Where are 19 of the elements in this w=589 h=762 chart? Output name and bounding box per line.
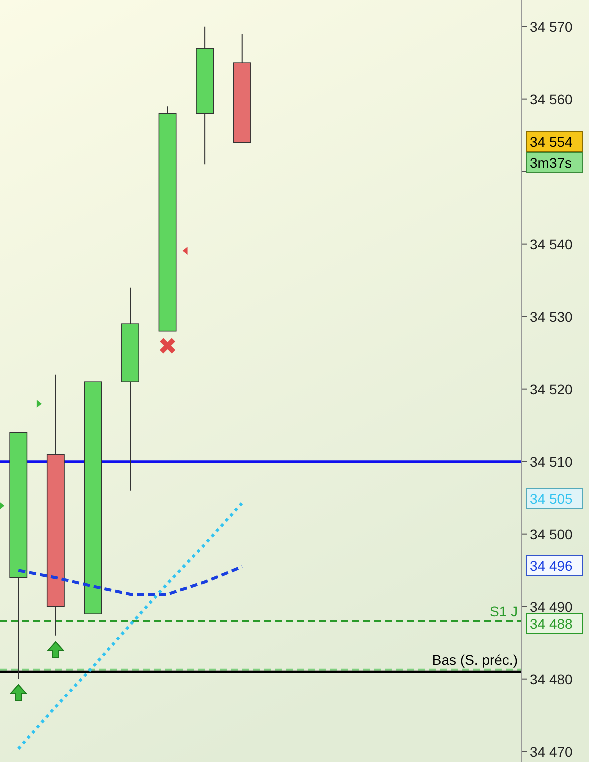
y-tick-label: 34 510 bbox=[530, 454, 574, 470]
ref-line-label: Bas (S. préc.) bbox=[432, 652, 518, 668]
ref-line-label: S1 J bbox=[490, 603, 518, 620]
y-tick-label: 34 560 bbox=[530, 91, 574, 108]
text: 34 554 bbox=[530, 134, 574, 150]
y-tick-label: 34 540 bbox=[530, 236, 574, 252]
y-tick-label: 34 490 bbox=[530, 598, 574, 615]
line-series bbox=[17, 502, 244, 750]
y-tick-label: 34 470 bbox=[530, 744, 574, 760]
y-tick-label: 34 530 bbox=[530, 308, 574, 325]
y-tick-label: 34 570 bbox=[530, 18, 574, 35]
line-series bbox=[17, 565, 244, 596]
text: 34 505 bbox=[530, 491, 574, 507]
text: 3m37s bbox=[530, 155, 572, 171]
y-tick-label: 34 520 bbox=[530, 381, 574, 398]
text: 34 496 bbox=[530, 558, 574, 574]
y-tick-label: 34 480 bbox=[530, 671, 574, 688]
text: 34 488 bbox=[530, 616, 574, 632]
y-tick-label: 34 500 bbox=[530, 526, 574, 542]
